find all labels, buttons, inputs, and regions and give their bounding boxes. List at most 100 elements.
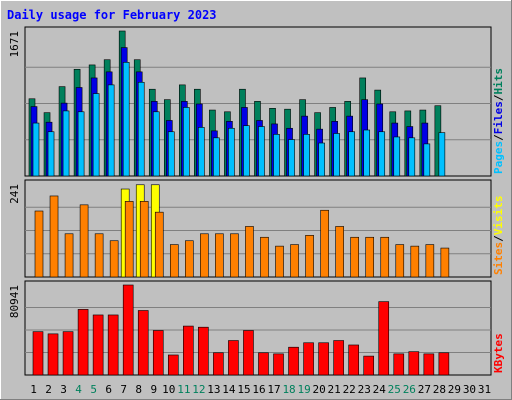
bar-kbytes-day-28 (438, 352, 450, 376)
x-label-day-24: 24 (373, 383, 387, 396)
panel-bottom-ymax-label: 80941 (8, 285, 21, 318)
bar-kbytes-day-26 (408, 351, 420, 376)
bar-kbytes-day-8 (137, 310, 149, 376)
bar-kbytes-day-16 (258, 352, 269, 376)
x-label-day-23: 23 (358, 383, 371, 396)
chart-panels: 1671Pages/Files/Hits241Sites/Visits80941… (8, 26, 505, 376)
x-label-day-31: 31 (478, 383, 491, 396)
bar-kbytes-day-12 (198, 326, 209, 376)
bar-pages-day-7 (122, 62, 130, 177)
bar-sites-day-25 (395, 244, 405, 278)
bar-pages-day-14 (228, 127, 235, 177)
panel-top-legend-item-5: Hits (492, 68, 505, 95)
bar-sites-day-8 (139, 201, 149, 278)
bar-kbytes-day-10 (167, 354, 179, 376)
x-label-day-7: 7 (120, 383, 127, 396)
x-axis-day-labels: 1 2 3 4 5 6 7 8 9 10 11 12 13 14 15 16 17 18 19 20 21 22 23 24 2… (30, 383, 491, 396)
x-label-day-8: 8 (135, 383, 142, 396)
x-label-day-14: 14 (222, 383, 236, 396)
bar-pages-day-10 (167, 131, 175, 177)
bar-sites-day-17 (275, 245, 284, 278)
bar-kbytes-day-25 (393, 353, 405, 376)
x-label-day-28: 28 (433, 383, 446, 396)
bar-kbytes-day-20 (318, 342, 329, 376)
bar-pages-day-27 (423, 143, 431, 177)
x-label-day-18: 18 (282, 383, 295, 396)
panel-middle-legend-item-3: Visits (492, 196, 505, 236)
bar-kbytes-day-14 (228, 340, 239, 376)
x-label-day-30: 30 (463, 383, 476, 396)
bar-pages-day-26 (408, 137, 416, 177)
bar-kbytes-day-27 (423, 353, 435, 376)
bar-pages-day-2 (47, 131, 55, 177)
bar-kbytes-day-5 (92, 314, 104, 376)
bar-sites-day-23 (365, 236, 375, 278)
bar-pages-day-23 (363, 129, 371, 177)
bar-pages-day-20 (318, 142, 325, 177)
bar-kbytes-day-6 (107, 314, 119, 376)
bar-sites-day-28 (440, 247, 450, 278)
bar-sites-day-7 (124, 201, 134, 278)
bar-sites-day-19 (305, 235, 314, 278)
x-label-day-6: 6 (105, 383, 112, 396)
panel-middle-ymax-label: 241 (8, 184, 21, 204)
x-label-day-19: 19 (297, 383, 310, 396)
panel-top-legend: Pages/Files/Hits (492, 68, 505, 174)
bar-pages-day-16 (258, 126, 265, 177)
bar-kbytes-day-7 (122, 284, 134, 376)
bar-sites-day-16 (260, 236, 269, 278)
x-label-day-9: 9 (150, 383, 157, 396)
bar-sites-day-14 (230, 233, 239, 278)
x-label-day-27: 27 (418, 383, 431, 396)
panel-top-legend-item-1: Pages (492, 141, 505, 174)
bar-pages-day-17 (273, 134, 280, 177)
bar-kbytes-day-4 (77, 309, 89, 376)
bar-pages-day-24 (378, 131, 386, 177)
x-label-day-25: 25 (388, 383, 401, 396)
bar-pages-day-22 (348, 131, 355, 177)
bar-sites-day-4 (79, 204, 89, 278)
bar-sites-day-9 (154, 211, 164, 278)
bar-kbytes-day-18 (288, 346, 299, 376)
bar-sites-day-21 (335, 226, 344, 278)
bar-pages-day-8 (137, 81, 145, 177)
bar-sites-day-27 (425, 244, 435, 278)
x-label-day-3: 3 (60, 383, 67, 396)
panel-middle-legend: Sites/Visits (492, 196, 505, 276)
panel-middle-legend-item-2: / (492, 235, 505, 242)
x-label-day-20: 20 (313, 383, 326, 396)
bar-pages-day-9 (152, 111, 160, 177)
panel-bottom-legend-item-1: KBytes (492, 333, 505, 373)
x-label-day-10: 10 (162, 383, 175, 396)
bar-kbytes-day-1 (32, 331, 44, 376)
bar-pages-day-28 (438, 132, 446, 177)
bar-kbytes-day-19 (303, 342, 314, 376)
bar-sites-day-12 (200, 233, 209, 278)
x-label-day-11: 11 (177, 383, 190, 396)
bar-sites-day-2 (49, 195, 59, 278)
panel-top-legend-item-4: / (492, 94, 505, 101)
panel-top-legend-item-3: Files (492, 101, 505, 134)
bar-sites-day-1 (34, 210, 44, 278)
bar-sites-day-24 (380, 236, 390, 278)
bar-kbytes-day-22 (348, 344, 359, 376)
x-label-day-1: 1 (30, 383, 37, 396)
bar-kbytes-day-13 (213, 352, 224, 376)
x-label-day-17: 17 (267, 383, 280, 396)
bar-kbytes-day-24 (378, 301, 390, 376)
bar-pages-day-18 (288, 139, 295, 177)
panel-top-legend-item-2: / (492, 134, 505, 141)
bar-pages-day-4 (77, 111, 85, 177)
bar-sites-day-20 (320, 209, 329, 278)
x-label-day-13: 13 (207, 383, 220, 396)
bar-sites-day-3 (64, 233, 74, 278)
bar-pages-day-15 (243, 125, 250, 177)
bar-sites-day-26 (410, 245, 420, 278)
bar-kbytes-day-15 (243, 330, 254, 376)
panel-top-ymax-label: 1671 (8, 31, 21, 58)
bar-kbytes-day-3 (62, 331, 74, 376)
x-label-day-21: 21 (328, 383, 341, 396)
bar-pages-day-13 (213, 137, 220, 177)
x-label-day-4: 4 (75, 383, 82, 396)
